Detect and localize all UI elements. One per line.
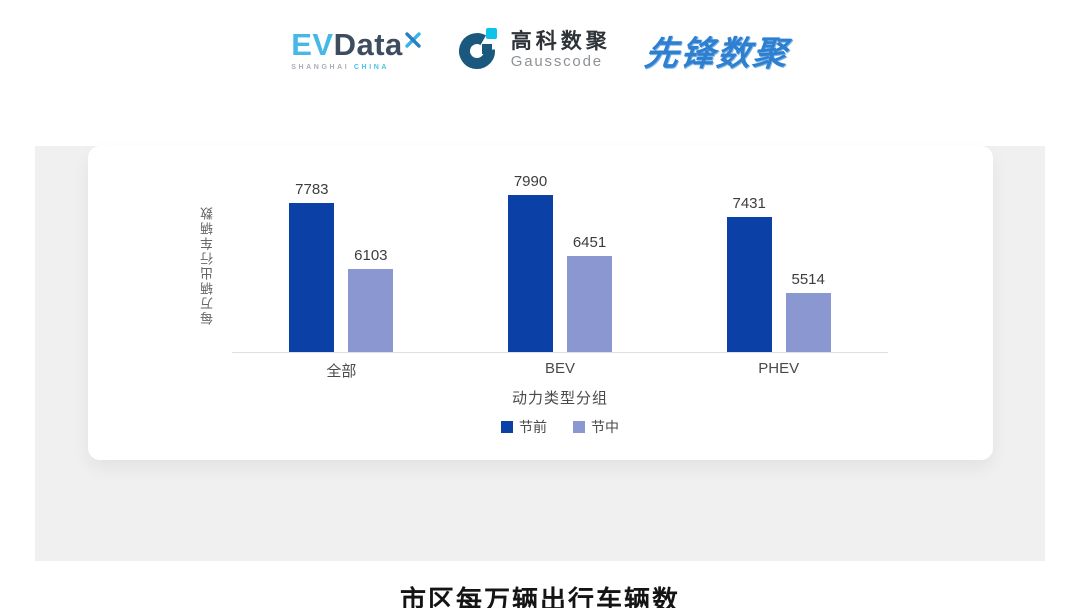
caption: 市区每万辆出行车辆数 Urban Number of EV per 10,000…	[0, 580, 1080, 608]
bar-节前-全部	[289, 203, 335, 352]
gausscode-en-text: Gausscode	[510, 53, 603, 71]
bar-节中-BEV	[567, 256, 612, 352]
gausscode-logo: 高科数聚 Gausscode	[456, 25, 611, 76]
value-label: 6103	[354, 247, 388, 264]
x-tick-全部: 全部	[326, 363, 357, 380]
evdata-china-text: CHINA	[353, 64, 390, 71]
x-tick-BEV: BEV	[545, 360, 576, 377]
value-label: 5514	[791, 271, 825, 288]
bar-group: 7783 6103	[232, 176, 451, 352]
evdata-logo: EV Data SHANGHAI CHINA	[291, 29, 422, 71]
bar-节中-PHEV	[785, 293, 831, 352]
bar-with-label: 7990	[508, 173, 553, 352]
bar-group: 7990 6451	[451, 173, 670, 352]
bar-节前-PHEV	[726, 217, 772, 352]
gausscode-text: 高科数聚 Gausscode	[511, 30, 611, 70]
chart-card: 每万辆出行车辆数 7783 6103 7990 6451 7431 5514 全部 BEV P…	[88, 146, 993, 460]
x-axis-label: 动力类型分组	[511, 390, 608, 407]
evdata-ev-text: EV	[291, 27, 334, 62]
plot-area: 7783 6103 7990 6451 7431 5514	[232, 173, 888, 353]
y-axis-label: 每万辆出行车辆数	[199, 204, 215, 325]
bar-with-label: 6103	[348, 247, 394, 352]
evdata-shanghai-text: SHANGHAI	[291, 64, 350, 71]
bar-节前-BEV	[508, 195, 553, 352]
legend-item: 节前	[501, 417, 547, 437]
value-label: 6451	[572, 234, 607, 251]
legend: 节前 节中	[232, 417, 888, 437]
evdata-data-text: Data	[333, 27, 403, 62]
value-label: 7990	[513, 173, 548, 190]
legend-label: 节前	[519, 419, 547, 435]
legend-swatch	[573, 421, 585, 433]
x-tick-PHEV: PHEV	[758, 360, 800, 377]
x-star-icon	[404, 23, 422, 54]
bar-with-label: 7431	[726, 195, 772, 352]
g-ring-icon	[456, 25, 502, 76]
chart-panel: 每万辆出行车辆数 7783 6103 7990 6451 7431 5514 全部 BEV P…	[35, 146, 1045, 561]
xtick-row: 全部 BEV PHEV	[232, 360, 888, 381]
evdata-wordmark: EV Data	[291, 29, 422, 60]
chart-title: 市区每万辆出行车辆数	[399, 585, 680, 608]
legend-swatch	[501, 421, 513, 433]
value-label: 7783	[295, 181, 329, 198]
bar-group: 7431 5514	[669, 176, 888, 352]
evdata-subtitle: SHANGHAI CHINA	[291, 64, 422, 71]
legend-item: 节中	[573, 417, 619, 437]
legend-label: 节中	[591, 419, 619, 435]
logo-bar: EV Data SHANGHAI CHINA 高科数聚 Gausscode	[0, 0, 1080, 100]
gausscode-cn-text: 高科数聚	[510, 29, 611, 53]
bar-with-label: 6451	[567, 234, 612, 352]
xianfeng-logo: 先锋数聚	[642, 34, 791, 73]
bar-with-label: 7783	[289, 181, 335, 352]
bar-节中-全部	[348, 269, 394, 352]
value-label: 7431	[732, 195, 766, 212]
bar-with-label: 5514	[785, 271, 831, 352]
